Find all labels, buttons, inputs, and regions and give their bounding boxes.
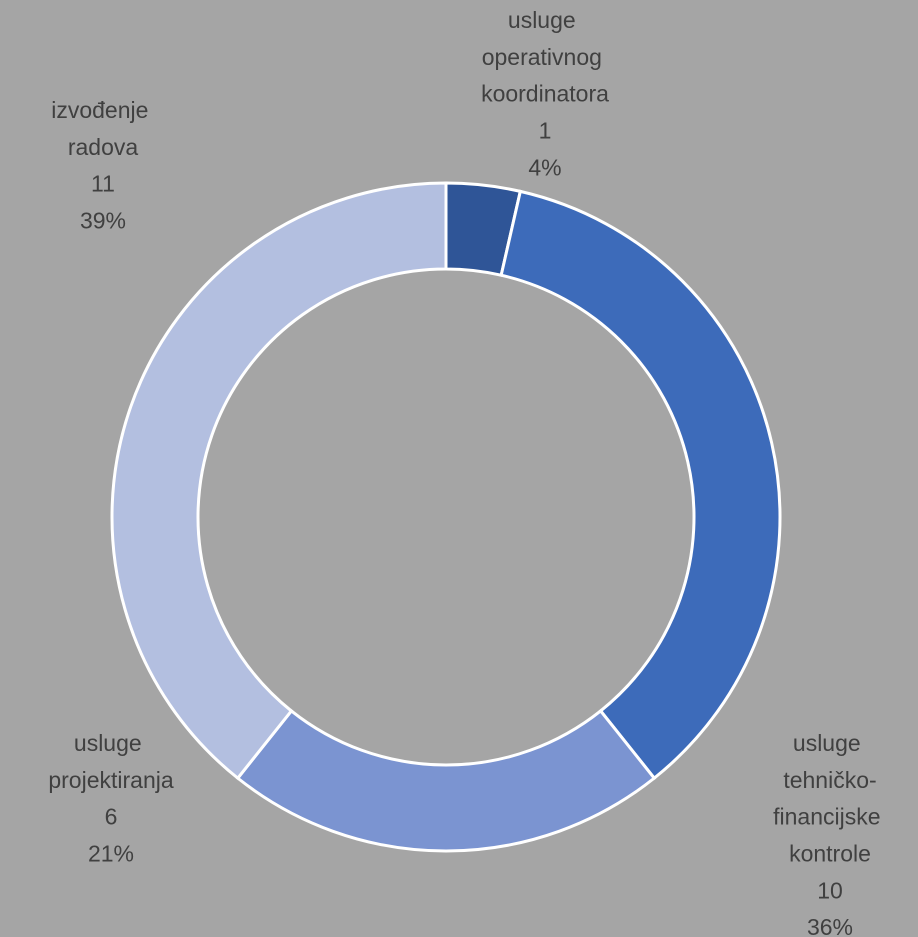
- data-label-category: usluge projektiranja: [48, 730, 173, 793]
- data-label-category: usluge tehničko-financijske kontrole: [773, 730, 887, 866]
- data-label-percent: 21%: [88, 840, 134, 866]
- data-label-percent: 39%: [80, 207, 126, 233]
- data-label-value: 6: [105, 804, 118, 830]
- data-label-value: 11: [91, 171, 115, 197]
- data-label-value: 1: [539, 117, 552, 143]
- data-label-value: 10: [817, 877, 843, 903]
- data-label-category: izvođenje radova: [51, 97, 155, 160]
- donut-slice: [499, 189, 782, 781]
- donut-slice: [110, 181, 448, 781]
- data-label-category: usluge operativnog koordinatora: [481, 7, 609, 107]
- data-label-percent: 4%: [528, 154, 561, 180]
- donut-slice: [235, 708, 657, 853]
- data-label-percent: 36%: [807, 914, 853, 937]
